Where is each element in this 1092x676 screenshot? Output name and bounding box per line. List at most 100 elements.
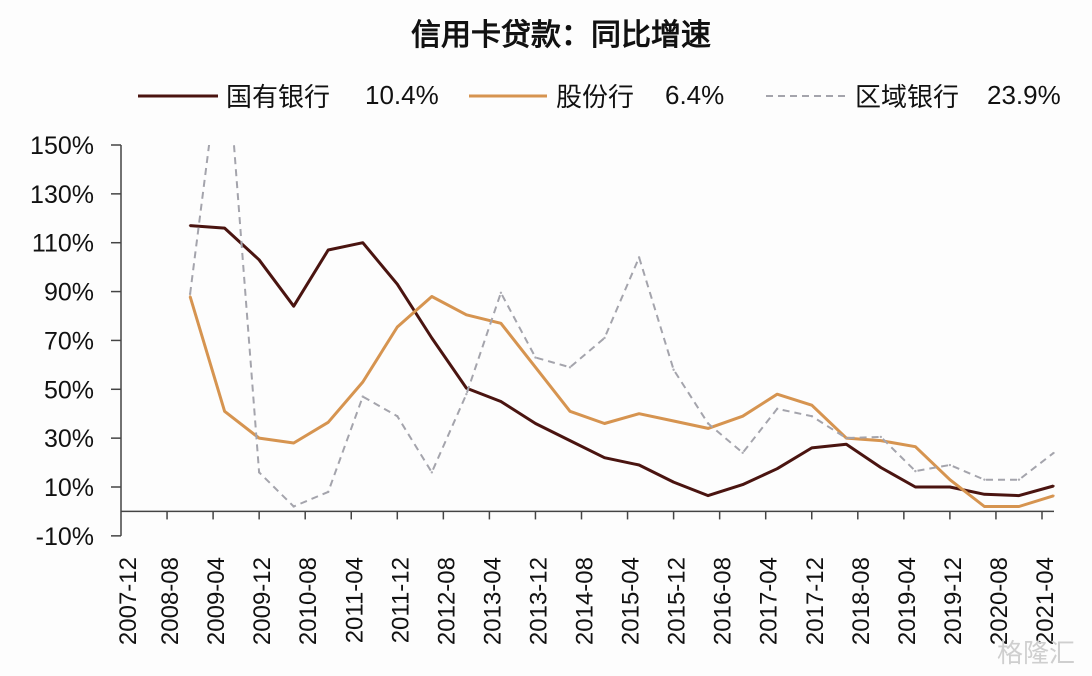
data-point-series-2 bbox=[948, 478, 952, 481]
x-tick-label: 2013-12 bbox=[525, 557, 552, 645]
data-point-series-2 bbox=[1052, 494, 1055, 497]
legend-label: 股份行 bbox=[556, 82, 634, 112]
data-point-series-3 bbox=[361, 395, 364, 398]
data-point-series-3 bbox=[223, 22, 225, 24]
data-point-series-3 bbox=[948, 463, 952, 467]
data-point-series-3 bbox=[292, 505, 295, 508]
x-tick-label: 2019-04 bbox=[894, 557, 921, 645]
data-point-series-1 bbox=[914, 485, 917, 489]
y-tick-label: 70% bbox=[44, 327, 94, 355]
data-point-series-2 bbox=[603, 422, 606, 425]
data-point-series-1 bbox=[879, 466, 883, 469]
series-group bbox=[188, 22, 1055, 508]
data-point-series-1 bbox=[1017, 494, 1021, 497]
series-line-2 bbox=[188, 295, 1054, 508]
x-tick-label: 2021-04 bbox=[1032, 557, 1059, 645]
data-point-series-2 bbox=[776, 392, 779, 396]
y-tick-label: 90% bbox=[44, 279, 94, 307]
data-point-series-2 bbox=[430, 295, 434, 298]
y-tick-label: 110% bbox=[32, 230, 94, 258]
data-point-series-1 bbox=[430, 336, 434, 340]
data-point-series-3 bbox=[879, 435, 883, 439]
data-point-series-2 bbox=[292, 441, 295, 445]
y-tick-label: 130% bbox=[30, 181, 94, 209]
series-line-1 bbox=[189, 224, 1054, 498]
x-tick-label: 2019-12 bbox=[940, 557, 967, 645]
data-point-series-1 bbox=[257, 258, 261, 262]
x-tick-label: 2015-04 bbox=[618, 557, 645, 645]
data-point-series-2 bbox=[188, 295, 192, 298]
data-point-series-1 bbox=[327, 248, 330, 252]
data-point-series-2 bbox=[534, 366, 537, 369]
x-tick-label: 2009-04 bbox=[203, 557, 230, 645]
data-point-series-2 bbox=[741, 414, 744, 418]
data-point-series-2 bbox=[637, 412, 641, 415]
y-tick-label: -10% bbox=[36, 523, 94, 551]
watermark-logo: 格隆汇 bbox=[997, 639, 1075, 669]
data-point-series-2 bbox=[327, 421, 330, 424]
x-tick-label: 2011-04 bbox=[341, 557, 368, 643]
data-point-series-1 bbox=[396, 283, 399, 286]
data-point-series-3 bbox=[637, 256, 641, 259]
data-point-series-3 bbox=[741, 451, 744, 454]
data-point-series-3 bbox=[672, 368, 675, 371]
x-tick-label: 2010-08 bbox=[295, 557, 322, 645]
data-point-series-3 bbox=[534, 356, 537, 359]
data-point-series-1 bbox=[292, 305, 295, 308]
data-point-series-1 bbox=[672, 480, 675, 484]
data-point-series-3 bbox=[430, 471, 434, 474]
data-point-series-1 bbox=[948, 485, 952, 489]
data-point-series-2 bbox=[361, 380, 364, 384]
y-tick-label: 10% bbox=[44, 474, 94, 502]
legend-value: 10.4% bbox=[365, 80, 439, 110]
data-point-series-1 bbox=[188, 224, 192, 227]
data-point-series-1 bbox=[223, 226, 226, 230]
x-tick-label: 2009-12 bbox=[249, 557, 276, 645]
data-point-series-3 bbox=[1052, 451, 1055, 455]
data-point-series-2 bbox=[499, 322, 503, 325]
chart-title: 信用卡贷款：同比增速 bbox=[411, 18, 711, 53]
data-point-series-1 bbox=[706, 494, 710, 497]
legend-label: 区域银行 bbox=[855, 82, 959, 112]
legend-value: 6.4% bbox=[665, 80, 724, 110]
data-point-series-3 bbox=[188, 292, 192, 296]
x-tick-label: 2013-04 bbox=[479, 557, 506, 645]
data-point-series-1 bbox=[465, 386, 468, 390]
axes: -10% 10% 30% 50% 70% 90% 110% 130% 150% 2007-12 20… bbox=[30, 132, 1059, 645]
x-tick-label: 2018-08 bbox=[848, 557, 875, 645]
data-point-series-2 bbox=[1017, 505, 1021, 508]
data-point-series-2 bbox=[568, 410, 572, 413]
legend-label: 国有银行 bbox=[226, 82, 330, 112]
x-tick-label: 2011-12 bbox=[387, 557, 414, 643]
data-point-series-1 bbox=[741, 483, 744, 486]
data-point-series-3 bbox=[257, 471, 261, 474]
y-tick-label: 150% bbox=[30, 132, 94, 160]
data-point-series-1 bbox=[637, 463, 641, 467]
data-point-series-2 bbox=[257, 436, 261, 440]
data-point-series-3 bbox=[983, 478, 986, 481]
data-point-series-3 bbox=[465, 392, 468, 396]
data-point-series-1 bbox=[499, 400, 503, 403]
data-point-series-3 bbox=[776, 407, 779, 411]
data-point-series-2 bbox=[223, 410, 226, 413]
data-point-series-1 bbox=[983, 493, 986, 496]
data-point-series-1 bbox=[810, 446, 813, 450]
y-tick-label: 50% bbox=[44, 376, 94, 404]
x-tick-label: 2015-12 bbox=[664, 557, 691, 645]
x-tick-label: 2017-04 bbox=[756, 557, 783, 645]
data-point-series-3 bbox=[396, 414, 399, 418]
data-point-series-3 bbox=[845, 436, 848, 440]
data-point-series-2 bbox=[706, 427, 710, 430]
data-point-series-1 bbox=[603, 456, 606, 459]
data-point-series-3 bbox=[914, 469, 917, 473]
data-point-series-1 bbox=[534, 422, 537, 425]
data-point-series-3 bbox=[706, 422, 710, 425]
legend: 国有银行 10.4% 股份行 6.4% 区域银行 23.9% bbox=[138, 80, 1061, 112]
x-tick-label: 2012-08 bbox=[433, 557, 460, 645]
series-line-3 bbox=[189, 145, 1055, 508]
data-point-series-3 bbox=[1017, 478, 1021, 481]
data-point-series-3 bbox=[327, 490, 330, 494]
x-tick-label: 2020-08 bbox=[986, 557, 1013, 645]
